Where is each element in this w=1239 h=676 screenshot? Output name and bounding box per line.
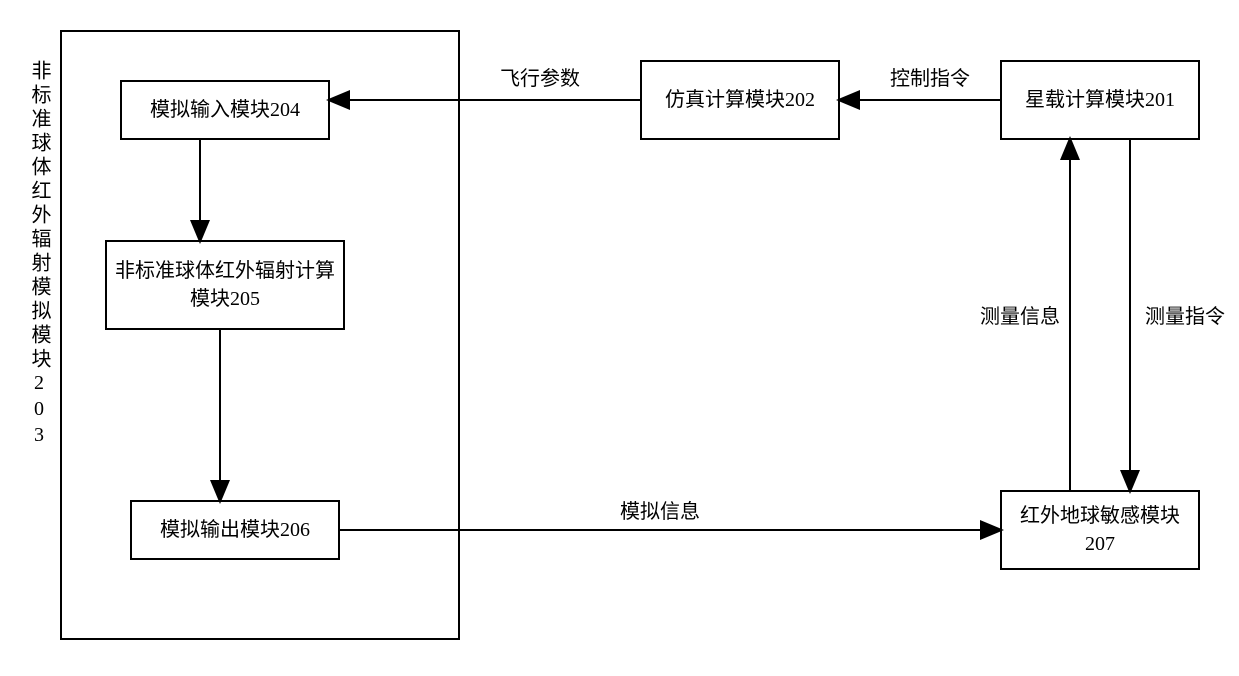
node-205: 非标准球体红外辐射计算模块205 [105, 240, 345, 330]
module-203-label: 非标准球体红外辐射模拟模块203 [28, 60, 50, 450]
edge-label-e7: 测量指令 [1145, 300, 1225, 329]
edge-label-e2: 飞行参数 [500, 62, 580, 91]
edge-label-e5: 模拟信息 [620, 495, 700, 524]
edge-label-e1: 控制指令 [890, 62, 970, 91]
edge-label-e6: 测量信息 [980, 300, 1060, 329]
node-201: 星载计算模块201 [1000, 60, 1200, 140]
node-204: 模拟输入模块204 [120, 80, 330, 140]
node-207: 红外地球敏感模块207 [1000, 490, 1200, 570]
node-202: 仿真计算模块202 [640, 60, 840, 140]
node-206: 模拟输出模块206 [130, 500, 340, 560]
